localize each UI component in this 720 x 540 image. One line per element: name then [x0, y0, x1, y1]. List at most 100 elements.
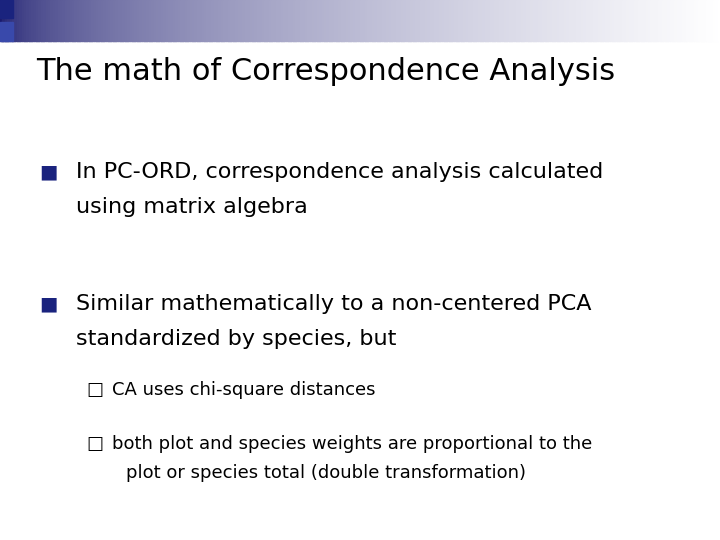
Bar	[468, 0, 471, 40]
Bar	[228, 0, 231, 40]
Bar	[151, 0, 154, 40]
Bar	[72, 0, 75, 40]
Bar	[2, 0, 6, 40]
Bar	[430, 0, 433, 40]
Bar	[509, 0, 512, 40]
Bar	[182, 0, 186, 40]
Bar	[295, 0, 298, 40]
Bar	[634, 0, 636, 40]
Bar	[696, 0, 699, 40]
Bar	[0, 0, 3, 40]
Bar	[689, 0, 692, 40]
Bar	[686, 0, 690, 40]
Bar	[499, 0, 503, 40]
Bar	[531, 0, 534, 40]
Bar	[605, 0, 608, 40]
Bar	[276, 0, 279, 40]
Bar	[324, 0, 327, 40]
Bar	[423, 0, 426, 40]
Bar	[317, 0, 320, 40]
Bar	[540, 0, 543, 40]
Text: ■: ■	[40, 162, 58, 181]
Bar	[207, 0, 210, 40]
Bar	[629, 0, 632, 40]
Bar	[142, 0, 145, 40]
Bar	[418, 0, 420, 40]
Bar	[137, 0, 140, 40]
Bar	[698, 0, 701, 40]
Bar	[576, 0, 579, 40]
Bar	[254, 0, 258, 40]
Bar	[319, 0, 323, 40]
Bar	[691, 0, 694, 40]
Bar	[369, 0, 373, 40]
Bar	[718, 0, 720, 40]
Bar	[108, 0, 111, 40]
Bar	[281, 0, 284, 40]
Bar	[473, 0, 476, 40]
Bar	[408, 0, 411, 40]
Bar	[449, 0, 452, 40]
Bar	[99, 0, 102, 40]
Bar	[240, 0, 243, 40]
Bar	[600, 0, 603, 40]
Bar	[101, 0, 104, 40]
Bar	[266, 0, 269, 40]
Bar	[528, 0, 531, 40]
Bar	[48, 0, 51, 40]
Bar	[153, 0, 157, 40]
Bar	[132, 0, 135, 40]
Bar	[621, 0, 625, 40]
Bar	[598, 0, 600, 40]
Bar	[326, 0, 330, 40]
Bar	[322, 0, 325, 40]
Bar	[466, 0, 469, 40]
Bar	[682, 0, 685, 40]
Bar	[81, 0, 85, 40]
Bar	[175, 0, 179, 40]
Bar	[401, 0, 404, 40]
Bar	[595, 0, 598, 40]
Bar	[158, 0, 161, 40]
Bar	[564, 0, 567, 40]
Bar	[485, 0, 488, 40]
Bar	[310, 0, 312, 40]
Bar	[173, 0, 176, 40]
Text: □: □	[86, 381, 104, 399]
Text: standardized by species, but: standardized by species, but	[76, 329, 396, 349]
Bar	[79, 0, 82, 40]
Bar	[434, 0, 438, 40]
Bar	[355, 0, 359, 40]
Bar	[5, 0, 8, 40]
Bar	[603, 0, 606, 40]
Bar	[557, 0, 560, 40]
Bar	[197, 0, 200, 40]
Bar	[607, 0, 611, 40]
Bar	[612, 0, 615, 40]
Bar	[233, 0, 236, 40]
Bar	[156, 0, 159, 40]
Bar	[391, 0, 395, 40]
Bar	[271, 0, 274, 40]
Bar	[204, 0, 207, 40]
Text: Similar mathematically to a non-centered PCA: Similar mathematically to a non-centered…	[76, 294, 591, 314]
Bar	[516, 0, 519, 40]
Bar	[662, 0, 665, 40]
Bar	[243, 0, 246, 40]
Bar	[53, 0, 56, 40]
Bar	[261, 0, 265, 40]
Bar	[451, 0, 454, 40]
Bar	[103, 0, 107, 40]
Bar	[513, 0, 517, 40]
Bar	[7, 0, 10, 40]
Bar	[578, 0, 582, 40]
Bar	[511, 0, 514, 40]
Bar	[312, 0, 315, 40]
Bar	[614, 0, 618, 40]
Bar	[185, 0, 188, 40]
Bar	[279, 0, 282, 40]
Bar	[187, 0, 190, 40]
Bar	[144, 0, 147, 40]
Bar	[120, 0, 123, 40]
Bar	[444, 0, 447, 40]
